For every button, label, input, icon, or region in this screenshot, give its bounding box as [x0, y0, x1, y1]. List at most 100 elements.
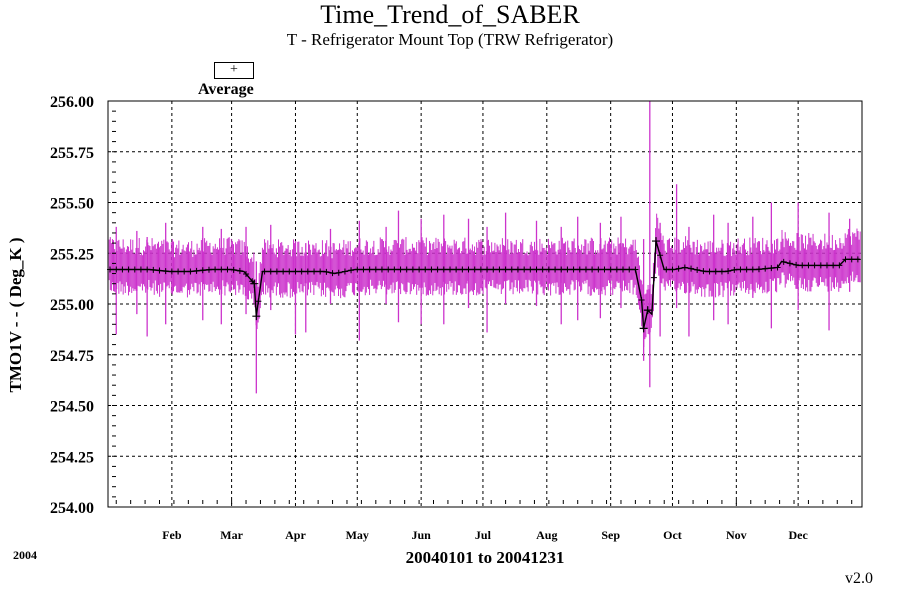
average-marker [348, 267, 355, 274]
average-marker [558, 266, 565, 273]
y-tick-label: 254.25 [50, 449, 94, 466]
average-marker [292, 268, 299, 275]
average-layer [107, 237, 861, 333]
average-marker [416, 266, 423, 273]
average-marker [304, 268, 311, 275]
y-tick-label: 255.25 [50, 246, 94, 263]
average-marker [243, 270, 250, 277]
average-marker [440, 266, 447, 273]
average-marker [842, 256, 849, 263]
average-marker [755, 266, 762, 273]
average-marker [459, 266, 466, 273]
average-marker [434, 266, 441, 273]
x-tick-label: Oct [663, 528, 682, 542]
average-marker [675, 265, 682, 272]
average-marker [786, 260, 793, 267]
average-marker [168, 268, 175, 275]
average-marker [119, 266, 126, 273]
average-marker [341, 268, 348, 275]
average-marker [335, 269, 342, 276]
average-marker [391, 266, 398, 273]
average-marker [669, 266, 676, 273]
average-marker [403, 266, 410, 273]
average-marker [236, 267, 243, 274]
average-marker [156, 267, 163, 274]
average-marker [521, 266, 528, 273]
average-marker [743, 266, 750, 273]
average-marker [650, 274, 657, 281]
average-marker [607, 266, 614, 273]
average-marker [570, 266, 577, 273]
average-marker [688, 265, 695, 272]
average-marker [224, 266, 231, 273]
average-marker [793, 261, 800, 268]
average-marker [508, 266, 515, 273]
average-marker [638, 296, 645, 303]
average-marker [854, 256, 861, 263]
x-tick-label: Jul [475, 528, 492, 542]
version-label: v2.0 [845, 570, 873, 587]
average-marker [205, 266, 212, 273]
y-tick-label: 256.00 [50, 94, 94, 111]
average-marker [144, 266, 151, 273]
average-marker [502, 266, 509, 273]
plot-frame [107, 100, 863, 508]
average-marker [465, 266, 472, 273]
y-tick-label: 254.50 [50, 399, 94, 416]
chart-subtitle: T - Refrigerator Mount Top (TRW Refriger… [286, 30, 614, 49]
average-marker [409, 266, 416, 273]
average-marker [490, 266, 497, 273]
average-marker [113, 266, 120, 273]
average-marker [453, 266, 460, 273]
average-marker [663, 266, 670, 273]
legend-marker: + [214, 62, 254, 79]
average-marker [836, 262, 843, 269]
average-marker [552, 266, 559, 273]
average-marker [774, 264, 781, 271]
average-marker [428, 266, 435, 273]
x-tick-label: Aug [536, 528, 557, 542]
average-marker [545, 266, 552, 273]
average-marker [613, 266, 620, 273]
average-marker [323, 268, 330, 275]
average-marker [700, 268, 707, 275]
y-tick-label: 254.75 [50, 348, 94, 365]
x-tick-label: May [346, 528, 369, 542]
average-marker [298, 268, 305, 275]
average-marker [514, 266, 521, 273]
average-marker [354, 266, 361, 273]
average-marker [267, 268, 274, 275]
y-tick-label: 255.00 [50, 297, 94, 314]
average-marker [737, 266, 744, 273]
average-marker [749, 266, 756, 273]
legend-label: Average [198, 81, 254, 98]
average-marker [817, 262, 824, 269]
average-marker [620, 266, 627, 273]
average-marker [218, 266, 225, 273]
average-marker [273, 268, 280, 275]
average-marker [181, 268, 188, 275]
y-tick-label: 255.50 [50, 196, 94, 213]
average-marker [589, 266, 596, 273]
average-marker [643, 306, 652, 315]
average-marker [329, 270, 336, 277]
average-marker [712, 268, 719, 275]
average-marker [657, 252, 664, 259]
average-marker [385, 266, 392, 273]
average-marker [212, 266, 219, 273]
average-marker [768, 265, 775, 272]
average-marker [199, 267, 206, 274]
average-marker [255, 298, 262, 305]
average-marker [564, 266, 571, 273]
average-marker [317, 268, 324, 275]
year-label: 2004 [13, 548, 37, 562]
average-marker [397, 266, 404, 273]
grid-layer [108, 100, 862, 508]
average-marker [725, 268, 732, 275]
chart-title: Time_Trend_of_SABER [320, 0, 580, 29]
average-marker [632, 266, 639, 273]
average-marker [731, 266, 738, 273]
average-marker [706, 268, 713, 275]
average-marker [150, 266, 157, 273]
